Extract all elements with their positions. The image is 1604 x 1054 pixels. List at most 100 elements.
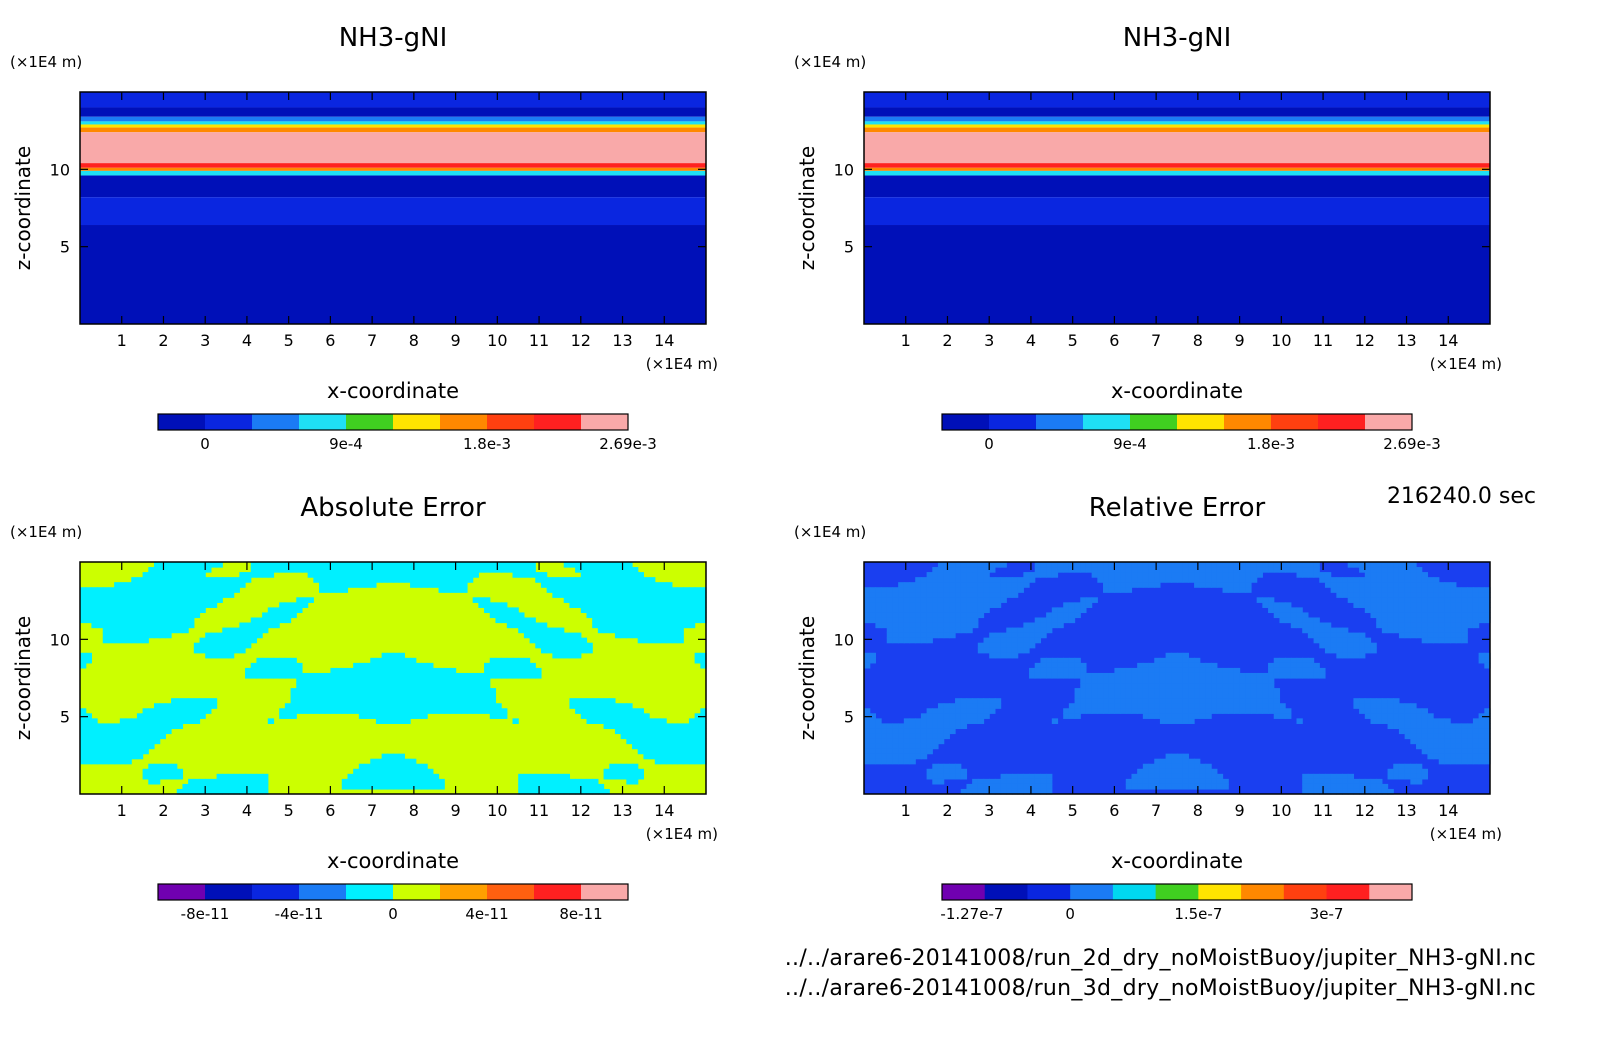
contour-cell — [1000, 587, 1007, 593]
contour-cell — [694, 657, 701, 664]
contour-cell — [1142, 672, 1150, 679]
contour-cell — [1319, 637, 1326, 644]
contour-cell — [427, 773, 434, 780]
contour-cell — [358, 562, 366, 568]
contour-cell — [643, 728, 650, 735]
contour-cell — [1268, 698, 1275, 704]
contour-cell — [1177, 652, 1184, 659]
contour-cell — [1467, 622, 1474, 629]
contour-cell — [176, 587, 184, 593]
contour-cell — [603, 562, 610, 568]
contour-cell — [626, 708, 633, 714]
contour-cell — [1114, 672, 1121, 679]
contour-cell — [1097, 683, 1104, 689]
contour-cell — [1444, 758, 1451, 765]
contour-cell — [501, 708, 508, 714]
contour-cell — [535, 627, 542, 634]
contour-cell — [683, 723, 690, 730]
x-tick-label: 7 — [1151, 331, 1161, 350]
contour-cell — [920, 713, 928, 719]
contour-cell — [1074, 662, 1081, 669]
contour-cell — [1455, 748, 1463, 755]
contour-cell — [506, 657, 514, 664]
contour-cell — [1393, 617, 1400, 624]
contour-cell — [1205, 577, 1212, 583]
contour-cell — [1057, 672, 1064, 679]
contour-cell — [1324, 632, 1332, 639]
contour-cell — [262, 627, 269, 634]
contour-cell — [875, 728, 882, 735]
contour-cell — [1199, 562, 1207, 568]
contour-cell — [575, 708, 582, 714]
contour-cell — [597, 708, 605, 714]
contour-cell — [937, 602, 945, 608]
contour-cell — [1171, 698, 1178, 704]
contour-cell — [1057, 617, 1064, 624]
contour-cell — [1017, 788, 1024, 795]
contour-cell — [319, 572, 326, 578]
contour-cell — [108, 627, 115, 634]
contour-cell — [909, 617, 916, 624]
contour-cell — [1148, 763, 1155, 770]
contour-cell — [1006, 632, 1013, 639]
contour-cell — [501, 562, 508, 568]
contour-cell — [233, 783, 240, 790]
contour-cell — [943, 612, 950, 619]
contour-cell — [597, 612, 605, 619]
contour-cell — [875, 622, 882, 629]
contour-cell — [1290, 562, 1298, 568]
contour-cell — [1239, 693, 1246, 699]
contour-cell — [330, 678, 337, 684]
contour-cell — [313, 708, 320, 714]
contour-cell — [347, 688, 354, 694]
contour-cell — [688, 758, 696, 765]
contour-cell — [1410, 733, 1417, 740]
contour-cell — [1461, 728, 1468, 735]
contour-cell — [694, 612, 701, 619]
contour-cell — [683, 753, 690, 760]
contour-cell — [949, 567, 956, 573]
contour-cell — [375, 778, 383, 785]
contour-cell — [1114, 703, 1121, 709]
contour-cell — [199, 572, 206, 578]
contour-cell — [1182, 783, 1189, 790]
contour-cell — [1404, 728, 1411, 735]
contour-cell — [176, 597, 184, 603]
contour-cell — [1171, 713, 1178, 719]
contour-cell — [313, 562, 320, 568]
contour-cell — [597, 617, 605, 624]
contour-cell — [1262, 703, 1269, 709]
contour-cell — [432, 678, 440, 684]
contour-cell — [393, 652, 400, 659]
contour-cell — [1034, 632, 1042, 639]
contour-cell — [313, 572, 320, 578]
contour-cell — [330, 703, 337, 709]
contour-cell — [1074, 703, 1081, 709]
contour-cell — [1211, 577, 1218, 583]
contour-cell — [1131, 703, 1138, 709]
contour-cell — [102, 728, 110, 735]
contour-cell — [966, 602, 973, 608]
contour-cell — [290, 612, 297, 619]
contour-cell — [869, 728, 876, 735]
contour-cell — [205, 587, 212, 593]
contour-cell — [415, 667, 423, 674]
contour-cell — [1336, 637, 1343, 644]
contour-cell — [506, 662, 514, 669]
contour-cell — [324, 572, 331, 578]
contour-cell — [1433, 622, 1440, 629]
contour-cell — [694, 743, 701, 750]
contour-cell — [1478, 602, 1485, 608]
contour-cell — [932, 607, 939, 614]
contour-cell — [892, 607, 899, 614]
contour-cell — [1393, 622, 1400, 629]
contour-cell — [1364, 642, 1372, 649]
contour-cell — [654, 748, 662, 755]
contour-cell — [91, 738, 98, 745]
contour-cell — [1307, 657, 1315, 664]
contour-cell — [398, 683, 405, 689]
contour-cell — [188, 783, 195, 790]
contour-cell — [370, 572, 377, 578]
contour-cell — [1222, 703, 1229, 709]
contour-cell — [506, 617, 514, 624]
